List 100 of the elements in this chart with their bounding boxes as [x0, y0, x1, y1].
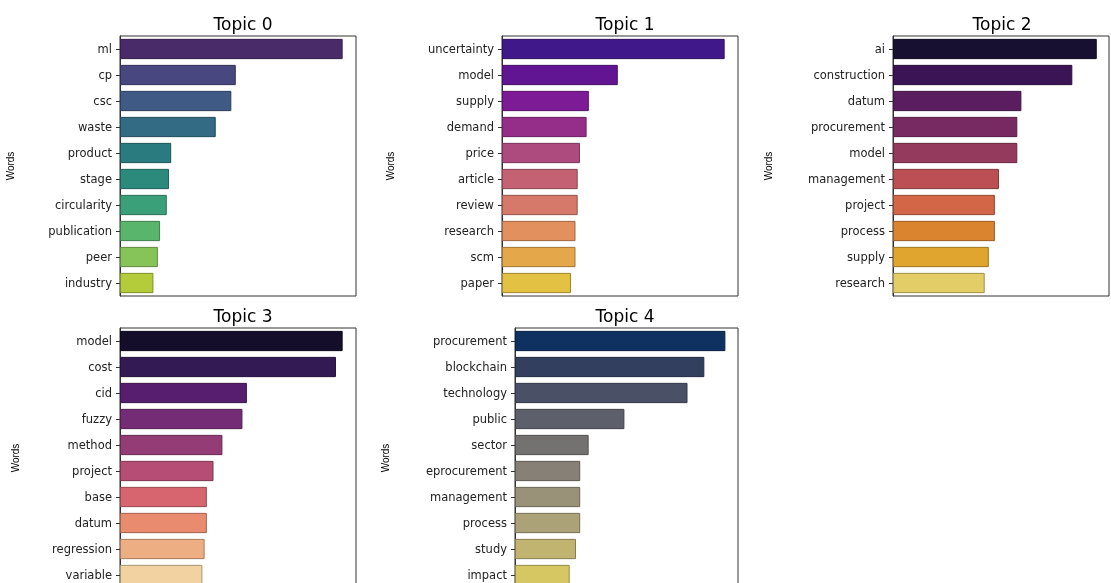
y-tick-label: uncertainty [427, 42, 495, 56]
y-tick-label: article [457, 172, 494, 186]
bar [893, 64, 1073, 86]
bar [120, 382, 247, 404]
bar [893, 194, 995, 216]
bar [120, 64, 236, 86]
y-tick-label: sector [471, 438, 508, 452]
y-tick-label: supply [456, 94, 495, 108]
y-tick-label: procurement [810, 120, 886, 134]
bar [893, 90, 1022, 112]
bar [120, 460, 214, 482]
bar [515, 330, 726, 352]
y-tick-label: model [76, 334, 112, 348]
chart-title: Topic 3 [212, 305, 273, 326]
bar [120, 330, 343, 352]
bar [120, 486, 207, 508]
y-tick-label: research [444, 224, 494, 238]
bar [502, 220, 576, 242]
bar [515, 382, 688, 404]
y-tick-label: model [849, 146, 885, 160]
chart-title: Topic 2 [971, 13, 1032, 34]
bar [120, 356, 336, 378]
y-axis-title: Words [762, 151, 774, 181]
bar [120, 408, 243, 430]
y-tick-label: supply [847, 250, 886, 264]
y-tick-label: variable [65, 568, 112, 582]
bar [893, 38, 1097, 60]
bar [120, 220, 161, 242]
y-tick-label: public [472, 412, 507, 426]
bar [120, 246, 158, 268]
y-tick-label: impact [467, 568, 508, 582]
chart-title: Topic 0 [212, 13, 273, 34]
y-tick-label: price [465, 146, 494, 160]
y-tick-label: demand [446, 120, 494, 134]
y-tick-label: datum [74, 516, 112, 530]
y-tick-label: base [84, 490, 112, 504]
chart-title: Topic 1 [594, 13, 655, 34]
bar [502, 194, 578, 216]
bar [893, 142, 1018, 164]
y-tick-label: eprocurement [425, 464, 508, 478]
y-tick-label: publication [48, 224, 112, 238]
y-tick-label: cost [88, 360, 113, 374]
bar [120, 90, 232, 112]
bar [893, 220, 995, 242]
y-tick-label: stage [80, 172, 112, 186]
bar [120, 116, 216, 138]
bar [515, 356, 705, 378]
y-tick-label: study [475, 542, 508, 556]
bar [502, 64, 618, 86]
y-tick-label: ai [874, 42, 885, 56]
bar [893, 272, 985, 294]
y-tick-label: procurement [432, 334, 508, 348]
bar [502, 272, 572, 294]
y-tick-label: research [835, 276, 885, 290]
bar [515, 538, 577, 560]
bar [502, 246, 576, 268]
y-tick-label: management [429, 490, 508, 504]
bar [120, 168, 169, 190]
bar [515, 486, 581, 508]
bar [120, 38, 343, 60]
y-tick-label: method [67, 438, 112, 452]
y-tick-label: fuzzy [81, 412, 113, 426]
y-tick-label: industry [64, 276, 113, 290]
bar [515, 408, 625, 430]
y-tick-label: waste [77, 120, 112, 134]
y-tick-label: regression [52, 542, 112, 556]
bar [515, 434, 589, 456]
y-axis-title: Words [9, 443, 21, 473]
bar [893, 246, 989, 268]
bar [893, 116, 1018, 138]
bar [120, 434, 223, 456]
y-tick-label: datum [847, 94, 885, 108]
y-tick-label: circularity [54, 198, 113, 212]
y-axis-title: Words [379, 443, 391, 473]
bar [120, 272, 154, 294]
y-tick-label: process [840, 224, 885, 238]
y-tick-label: csc [93, 94, 112, 108]
y-tick-label: management [807, 172, 886, 186]
y-tick-label: cid [95, 386, 112, 400]
bar [502, 168, 578, 190]
y-tick-label: project [845, 198, 886, 212]
bar [502, 38, 725, 60]
y-tick-label: review [455, 198, 494, 212]
y-tick-label: model [458, 68, 494, 82]
y-tick-label: project [72, 464, 113, 478]
y-tick-label: scm [470, 250, 494, 264]
bar [120, 538, 205, 560]
chart-title: Topic 4 [594, 305, 655, 326]
bar [120, 142, 172, 164]
bar [515, 512, 581, 534]
y-tick-label: process [462, 516, 507, 530]
y-tick-label: blockchain [445, 360, 507, 374]
bar [515, 460, 581, 482]
bar [502, 90, 589, 112]
y-axis-title: Words [4, 151, 16, 181]
y-tick-label: construction [813, 68, 885, 82]
y-tick-label: paper [460, 276, 495, 290]
y-tick-label: peer [85, 250, 113, 264]
bar [502, 142, 580, 164]
bar [893, 168, 999, 190]
